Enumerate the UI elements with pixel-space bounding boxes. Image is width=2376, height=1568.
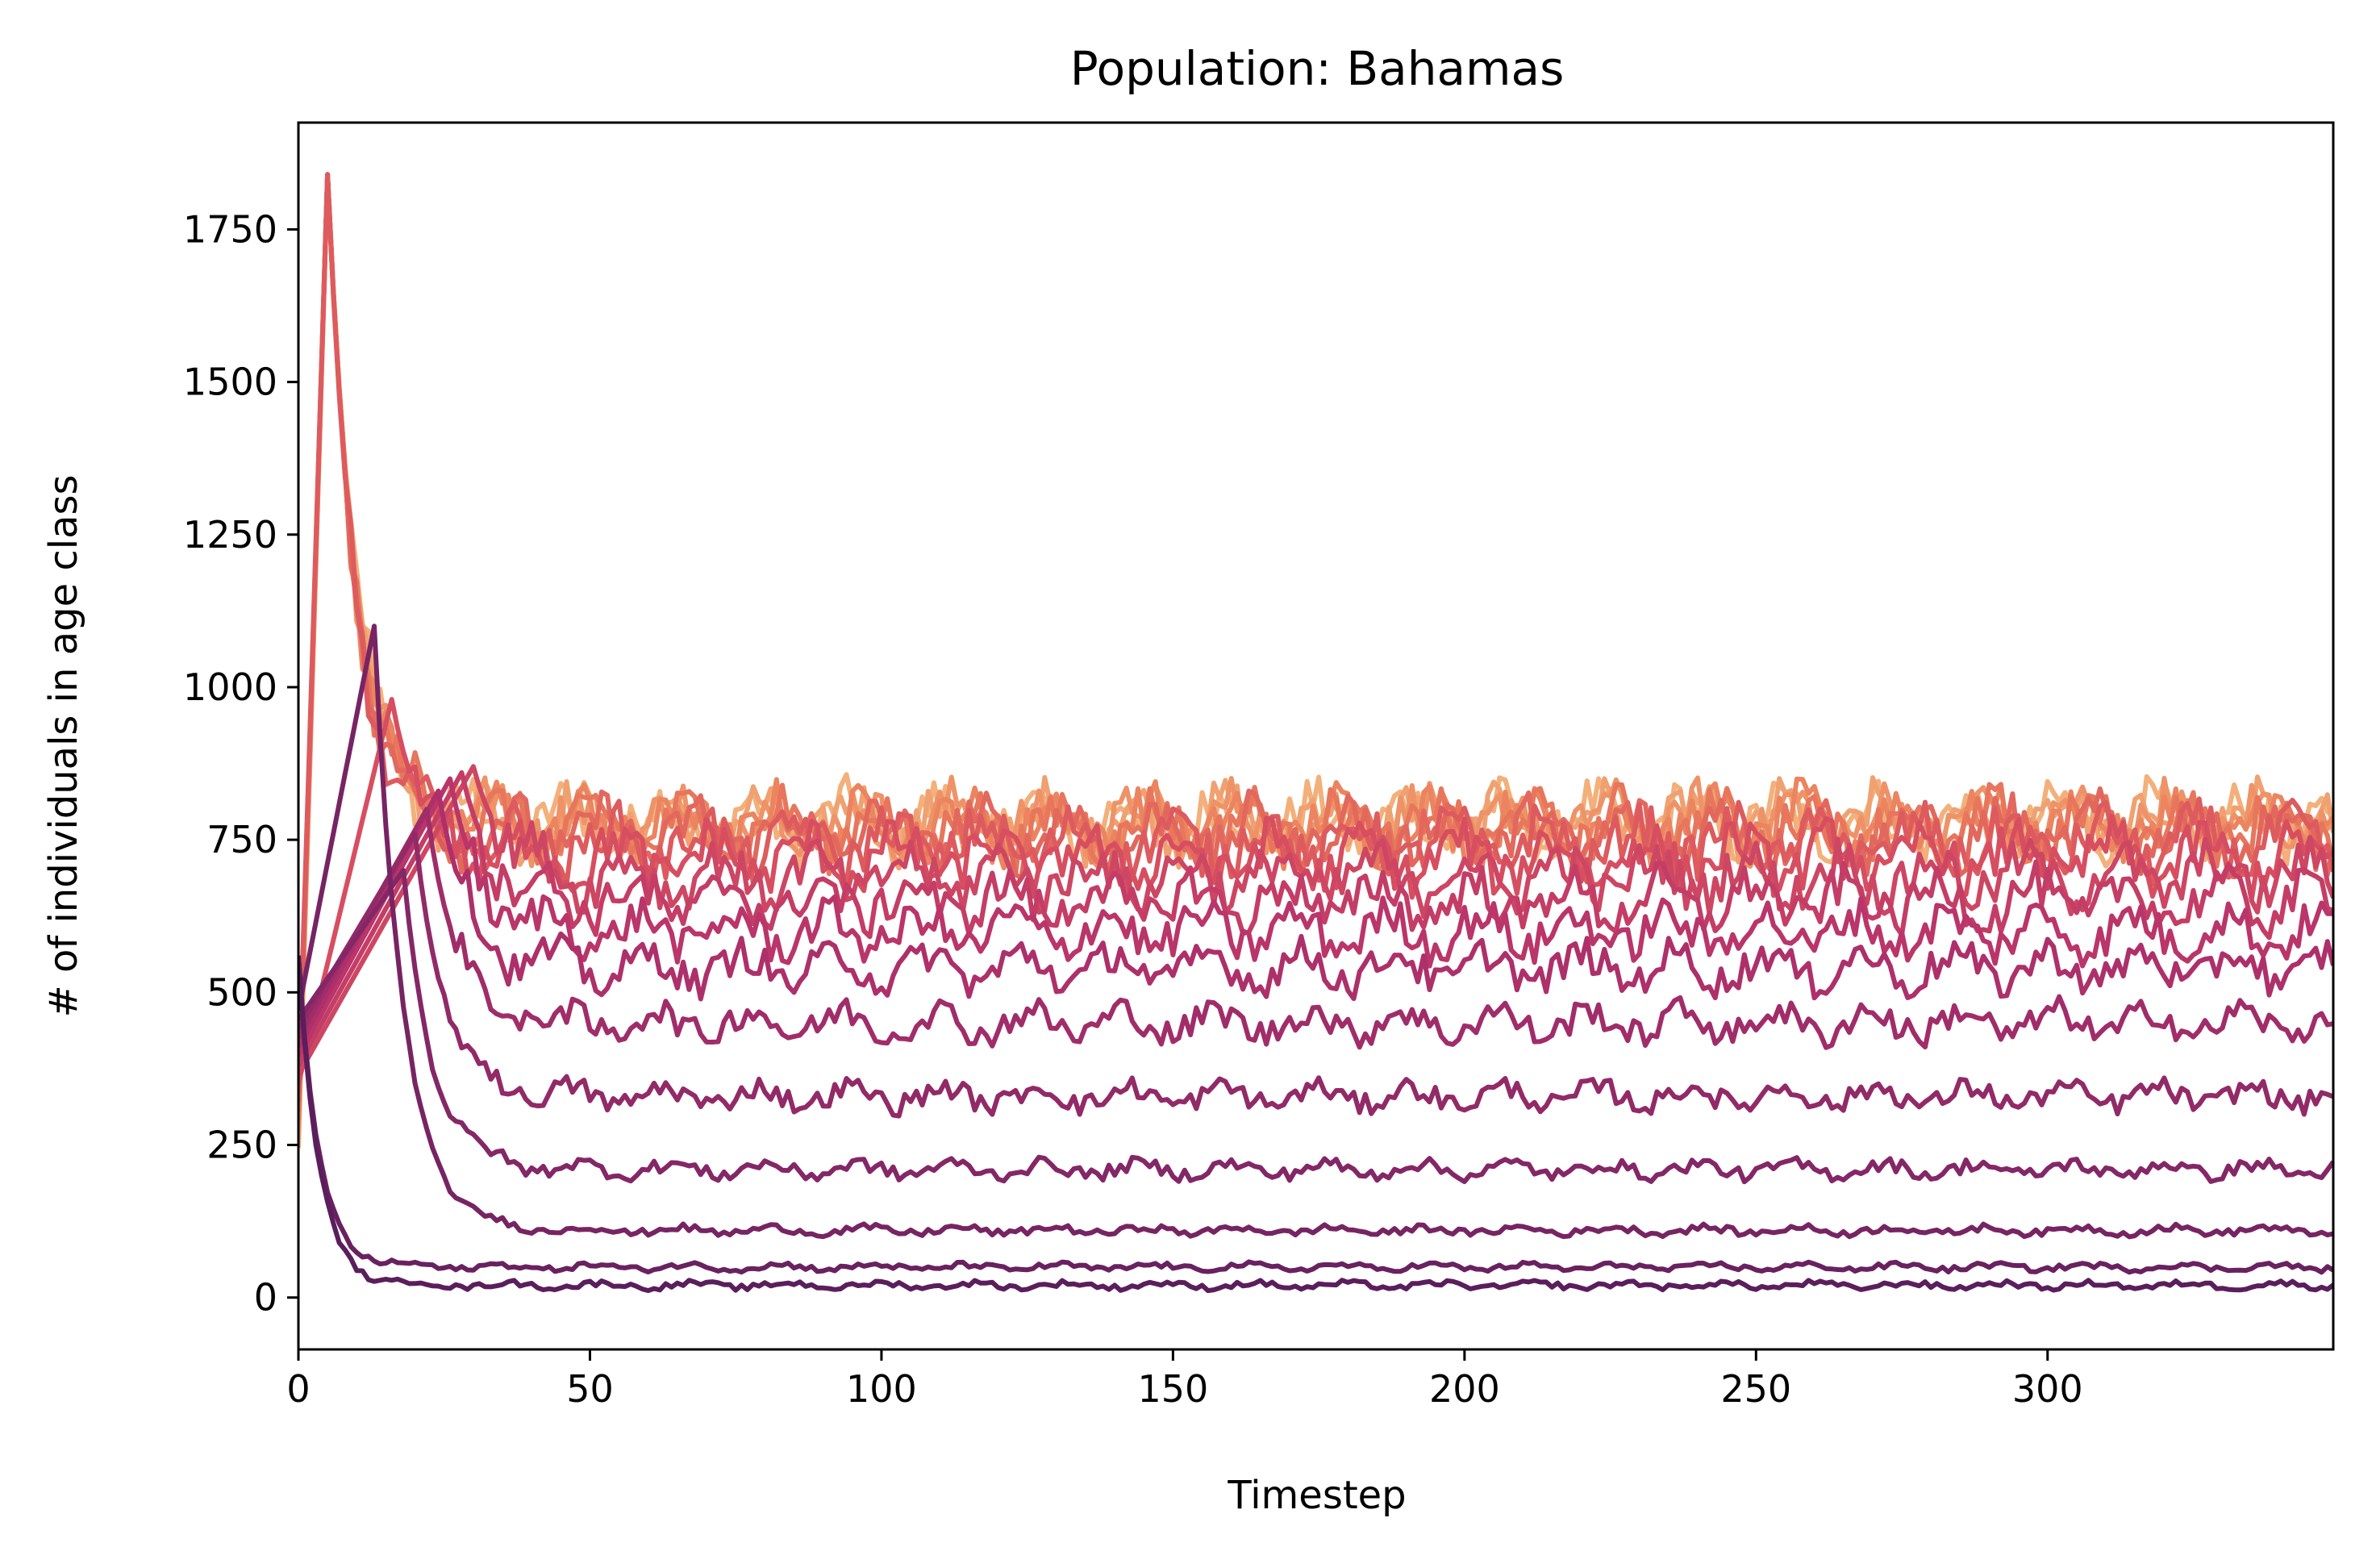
y-axis-label: # of individuals in age class (41, 474, 86, 1017)
x-tick-label: 300 (2012, 1367, 2083, 1411)
x-tick-label: 50 (566, 1367, 614, 1411)
series-line-age-class-3 (298, 623, 2333, 1240)
axes: 0 50 100 150 200 250 300 0 250 500 750 1000 1250 1500… (183, 121, 2335, 1411)
x-tick-label: 200 (1429, 1367, 1500, 1411)
x-axis-label: Timestep (1227, 1473, 1406, 1518)
y-tick-label: 750 (206, 818, 277, 861)
series-line-age-class-6 (298, 807, 2333, 1050)
y-tick-label: 1000 (183, 665, 277, 709)
series-line-age-class-2 (298, 955, 2333, 1275)
x-tick-label: 0 (286, 1367, 310, 1411)
x-tick-label: 250 (1720, 1367, 1791, 1411)
x-tick-label: 150 (1137, 1367, 1208, 1411)
y-tick-label: 1500 (183, 361, 277, 404)
chart-title: Population: Bahamas (1070, 41, 1565, 96)
plot-frame (297, 121, 2335, 1351)
x-tick-label: 100 (846, 1367, 917, 1411)
y-tick-label: 500 (206, 970, 277, 1014)
y-tick-label: 0 (254, 1276, 277, 1320)
y-tick-label: 1750 (183, 207, 277, 251)
y-tick-label: 250 (206, 1124, 277, 1167)
series-line-age-class-1 (298, 955, 2333, 1294)
series-line-age-class-8 (298, 776, 2333, 1058)
series-line-age-class-7 (298, 788, 2333, 1049)
y-tick-label: 1250 (183, 513, 277, 557)
series-line-age-class-10 (298, 764, 2333, 1076)
series-line-age-class-9 (298, 769, 2333, 1067)
series-line-age-class-4 (298, 868, 2333, 1185)
series-line-age-class-5 (298, 831, 2333, 1119)
